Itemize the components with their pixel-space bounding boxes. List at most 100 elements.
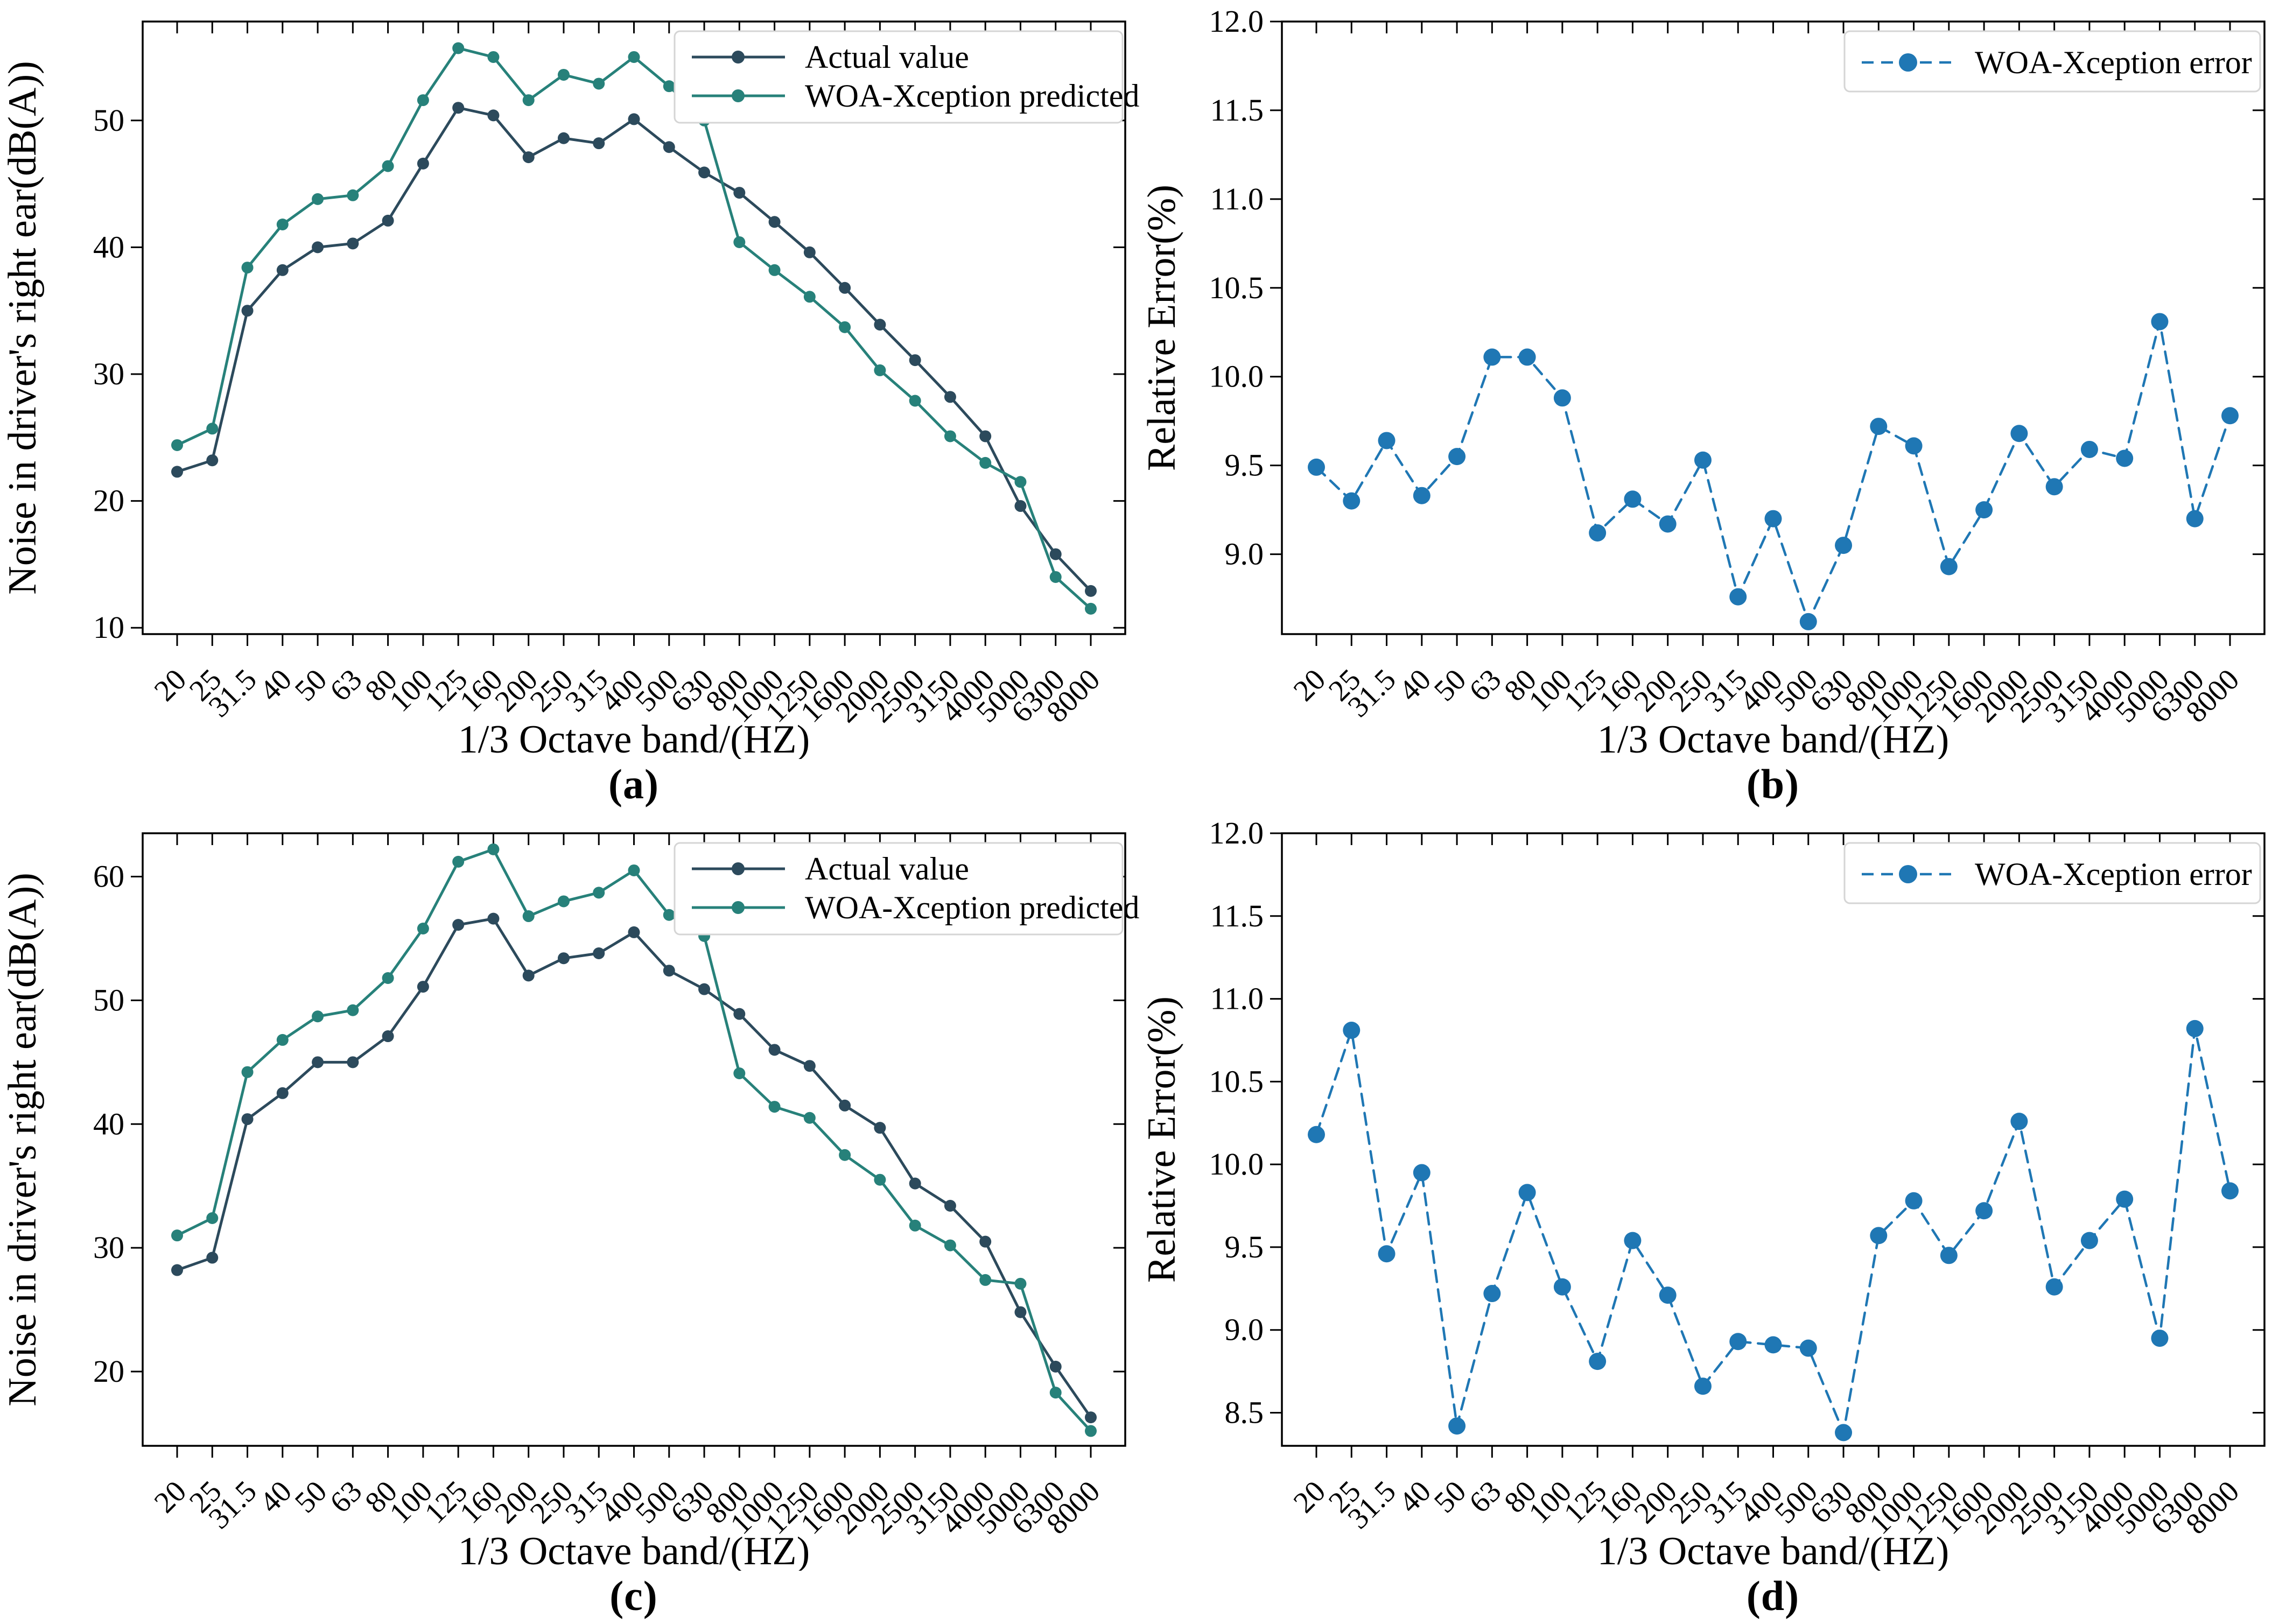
- legend-marker: [732, 51, 745, 64]
- data-point-marker: [1085, 585, 1097, 597]
- legend-label: WOA-Xception predicted: [805, 890, 1139, 925]
- data-point-marker: [874, 319, 886, 331]
- data-point-marker: [944, 1199, 956, 1212]
- data-point-marker: [276, 264, 289, 276]
- data-point-marker: [803, 1060, 816, 1072]
- data-point-marker: [1049, 1387, 1062, 1399]
- series-line: [1315, 1027, 2232, 1434]
- data-point-marker: [698, 983, 711, 995]
- chart-a: 202531.540506380100125160200250315400500…: [1, 20, 1139, 759]
- data-point-marker: [557, 68, 570, 81]
- legend-marker: [732, 901, 745, 914]
- data-point-marker: [487, 843, 500, 855]
- data-point-marker: [979, 1235, 992, 1248]
- data-point-marker: [663, 80, 675, 93]
- legend-label: Actual value: [805, 39, 969, 75]
- data-point-marker: [663, 909, 675, 921]
- data-point-marker: [944, 1239, 956, 1252]
- data-point-marker: [1014, 1306, 1027, 1318]
- data-point-marker: [768, 1044, 781, 1056]
- data-point-marker: [1764, 1336, 1782, 1354]
- y-tick-label: 9.5: [1225, 1229, 1264, 1264]
- y-tick-label: 30: [93, 1230, 124, 1265]
- data-point-marker: [1975, 501, 1993, 519]
- y-axis-title: Noise in driver's right ear(dB(A)): [1, 873, 45, 1406]
- data-point-marker: [1085, 1411, 1097, 1424]
- data-point-marker: [487, 109, 500, 122]
- data-point-marker: [1014, 1277, 1027, 1290]
- data-point-marker: [1343, 1022, 1361, 1039]
- panel-c: 20 25 31.5 40 50 63 80 100 125 160 200 250 315 400 500…: [0, 812, 1139, 1624]
- data-point-marker: [312, 241, 324, 254]
- data-point-marker: [1448, 448, 1466, 466]
- data-point-marker: [1085, 602, 1097, 615]
- data-point-marker: [382, 972, 394, 984]
- data-point-marker: [206, 1212, 219, 1224]
- y-tick-label: 9.0: [1225, 1312, 1264, 1347]
- data-point-marker: [1483, 1285, 1501, 1303]
- legend-marker: [1899, 865, 1917, 883]
- data-point-marker: [241, 262, 254, 274]
- y-tick-label: 10.0: [1209, 1147, 1264, 1182]
- data-point-marker: [312, 1010, 324, 1023]
- data-point-marker: [628, 113, 640, 125]
- y-tick-label: 20: [93, 1354, 124, 1389]
- data-point-marker: [944, 391, 956, 403]
- y-tick-label: 10: [93, 610, 124, 645]
- data-point-marker: [417, 981, 429, 993]
- y-tick-label: 30: [93, 356, 124, 391]
- data-point-marker: [417, 94, 429, 107]
- data-point-marker: [522, 151, 535, 164]
- data-point-marker: [171, 439, 183, 451]
- data-point-marker: [171, 1264, 183, 1276]
- legend-label: Actual value: [805, 851, 969, 887]
- data-point-marker: [839, 321, 851, 333]
- data-point-marker: [1799, 1339, 1817, 1357]
- data-point-marker: [276, 1087, 289, 1099]
- data-point-marker: [347, 189, 359, 201]
- y-tick-label: 10.5: [1209, 270, 1264, 305]
- data-point-marker: [1905, 437, 1923, 455]
- data-point-marker: [1049, 1360, 1062, 1373]
- data-point-marker: [874, 1173, 886, 1186]
- data-point-marker: [909, 354, 921, 367]
- data-point-marker: [417, 157, 429, 170]
- data-point-marker: [1343, 492, 1361, 510]
- data-point-marker: [241, 305, 254, 317]
- x-axis-title: 1/3 Octave band/(HZ): [458, 718, 810, 759]
- data-point-marker: [1448, 1417, 1466, 1435]
- data-point-marker: [593, 947, 605, 960]
- data-point-marker: [768, 264, 781, 276]
- series-line: [176, 46, 1092, 610]
- data-point-marker: [1870, 418, 1888, 435]
- series-line: [176, 106, 1092, 593]
- data-point-marker: [803, 1112, 816, 1124]
- data-point-marker: [1940, 558, 1958, 575]
- data-point-marker: [909, 1219, 921, 1232]
- data-point-marker: [452, 42, 465, 54]
- data-point-marker: [2010, 425, 2028, 442]
- data-point-marker: [1975, 1202, 1993, 1220]
- data-point-marker: [206, 1252, 219, 1264]
- data-point-marker: [2080, 440, 2098, 458]
- legend-marker: [1899, 53, 1917, 72]
- data-point-marker: [241, 1113, 254, 1126]
- data-point-marker: [593, 78, 605, 90]
- data-point-marker: [206, 454, 219, 467]
- data-point-marker: [2186, 1020, 2204, 1037]
- data-point-marker: [1085, 1425, 1097, 1437]
- data-point-marker: [1729, 588, 1747, 606]
- data-point-marker: [593, 137, 605, 150]
- data-point-marker: [312, 1056, 324, 1068]
- y-tick-label: 12.0: [1209, 4, 1264, 39]
- legend-box: [1843, 842, 2261, 904]
- data-point-marker: [663, 141, 675, 153]
- data-point-marker: [768, 1101, 781, 1113]
- data-point-marker: [557, 952, 570, 965]
- data-point-marker: [874, 1122, 886, 1134]
- data-point-marker: [979, 456, 992, 469]
- y-axis-title: Relative Error(%): [1140, 185, 1184, 471]
- data-point-marker: [347, 237, 359, 250]
- chart-b: 202531.540506380100125160200250315400500…: [1140, 4, 2266, 759]
- data-point-marker: [1518, 1184, 1536, 1201]
